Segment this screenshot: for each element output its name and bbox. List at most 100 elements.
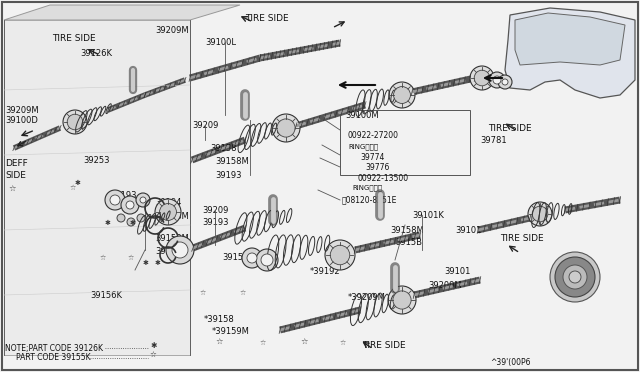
Polygon shape bbox=[4, 20, 190, 355]
Circle shape bbox=[502, 79, 508, 85]
Circle shape bbox=[277, 119, 295, 137]
Text: 39158: 39158 bbox=[210, 144, 237, 153]
Text: PART CODE 39155K: PART CODE 39155K bbox=[16, 353, 91, 362]
Text: 39776: 39776 bbox=[365, 163, 389, 171]
Text: 39209: 39209 bbox=[192, 121, 218, 129]
Text: ☆: ☆ bbox=[340, 340, 346, 346]
Text: *39192: *39192 bbox=[310, 267, 340, 276]
Text: RINGリング: RINGリング bbox=[348, 144, 378, 150]
Text: ☆: ☆ bbox=[215, 338, 223, 347]
Circle shape bbox=[555, 257, 595, 297]
Text: 39101K: 39101K bbox=[412, 211, 444, 219]
Text: TIRE SIDE: TIRE SIDE bbox=[245, 13, 289, 22]
Text: ☆: ☆ bbox=[200, 290, 206, 296]
Circle shape bbox=[67, 114, 83, 130]
Circle shape bbox=[528, 202, 552, 226]
Circle shape bbox=[569, 271, 581, 283]
Circle shape bbox=[388, 286, 416, 314]
Text: 39209M: 39209M bbox=[428, 280, 461, 289]
Circle shape bbox=[550, 252, 600, 302]
Text: ☆: ☆ bbox=[300, 338, 307, 347]
Text: TIRE SIDE: TIRE SIDE bbox=[488, 124, 532, 132]
Text: 39193: 39193 bbox=[215, 170, 241, 180]
Text: RINGリング: RINGリング bbox=[352, 185, 382, 191]
Text: 39100D: 39100D bbox=[5, 115, 38, 125]
Text: 39156K: 39156K bbox=[90, 291, 122, 299]
Text: 39194: 39194 bbox=[155, 198, 181, 206]
Circle shape bbox=[127, 218, 135, 226]
Bar bbox=[340, 110, 470, 175]
Text: 39126K: 39126K bbox=[80, 48, 112, 58]
Circle shape bbox=[159, 203, 177, 221]
Text: ✱: ✱ bbox=[150, 341, 156, 350]
Circle shape bbox=[155, 199, 181, 225]
Circle shape bbox=[498, 75, 512, 89]
Circle shape bbox=[470, 66, 494, 90]
Text: SIDE: SIDE bbox=[5, 170, 26, 180]
Text: DEFF: DEFF bbox=[5, 158, 28, 167]
Text: 39193: 39193 bbox=[110, 190, 136, 199]
Circle shape bbox=[172, 242, 188, 258]
Text: 39158M: 39158M bbox=[390, 225, 424, 234]
Text: 39158M: 39158M bbox=[155, 212, 189, 221]
Text: NOTE;PART CODE 39126K: NOTE;PART CODE 39126K bbox=[5, 343, 103, 353]
Text: 3915B: 3915B bbox=[395, 237, 422, 247]
Text: ✱: ✱ bbox=[75, 180, 81, 186]
Text: TIRE SIDE: TIRE SIDE bbox=[500, 234, 543, 243]
Text: 39158M: 39158M bbox=[215, 157, 249, 166]
Text: ☆: ☆ bbox=[128, 255, 134, 261]
Circle shape bbox=[136, 193, 150, 207]
Text: 39209: 39209 bbox=[202, 205, 228, 215]
Circle shape bbox=[121, 196, 139, 214]
Circle shape bbox=[261, 254, 273, 266]
Text: ☆: ☆ bbox=[260, 340, 266, 346]
Text: 39101: 39101 bbox=[455, 225, 481, 234]
Circle shape bbox=[117, 214, 125, 222]
Text: 39100L: 39100L bbox=[205, 38, 236, 46]
Circle shape bbox=[474, 70, 490, 86]
Text: ☆: ☆ bbox=[8, 185, 15, 194]
Text: ✱: ✱ bbox=[105, 220, 111, 226]
Circle shape bbox=[393, 291, 411, 309]
Circle shape bbox=[272, 114, 300, 142]
Text: ✱: ✱ bbox=[155, 260, 161, 266]
Text: 39253: 39253 bbox=[83, 155, 109, 164]
Text: 39193: 39193 bbox=[202, 218, 228, 227]
Circle shape bbox=[242, 248, 262, 268]
Circle shape bbox=[394, 87, 410, 103]
Circle shape bbox=[140, 197, 146, 203]
Text: *39159M: *39159M bbox=[212, 327, 250, 337]
Circle shape bbox=[166, 236, 194, 264]
Text: TIRE SIDE: TIRE SIDE bbox=[52, 33, 95, 42]
Polygon shape bbox=[4, 5, 240, 20]
Text: 39209M: 39209M bbox=[5, 106, 38, 115]
Text: ✱: ✱ bbox=[130, 220, 136, 226]
Circle shape bbox=[563, 265, 587, 289]
Circle shape bbox=[532, 206, 548, 222]
Circle shape bbox=[110, 195, 120, 205]
Circle shape bbox=[137, 214, 145, 222]
Text: TIRE SIDE: TIRE SIDE bbox=[362, 340, 406, 350]
Text: 39158: 39158 bbox=[155, 247, 182, 257]
Text: ☆: ☆ bbox=[100, 255, 106, 261]
Text: ^39'(00P6: ^39'(00P6 bbox=[490, 357, 531, 366]
Text: 00922-27200: 00922-27200 bbox=[348, 131, 399, 140]
Text: ☆: ☆ bbox=[240, 290, 246, 296]
Polygon shape bbox=[515, 13, 625, 65]
Text: ✱: ✱ bbox=[143, 260, 149, 266]
Text: 39781: 39781 bbox=[480, 135, 507, 144]
Text: 39100M: 39100M bbox=[345, 110, 379, 119]
Circle shape bbox=[256, 249, 278, 271]
Text: 39158M: 39158M bbox=[155, 234, 189, 243]
Circle shape bbox=[389, 82, 415, 108]
Circle shape bbox=[493, 76, 501, 84]
Text: 39101: 39101 bbox=[444, 267, 470, 276]
Text: Ⓑ08120-8351E: Ⓑ08120-8351E bbox=[342, 196, 397, 205]
Circle shape bbox=[247, 253, 257, 263]
Text: *39158: *39158 bbox=[204, 315, 235, 324]
Text: 39774: 39774 bbox=[360, 153, 385, 161]
Circle shape bbox=[126, 201, 134, 209]
Text: ☆: ☆ bbox=[150, 351, 157, 360]
Polygon shape bbox=[505, 8, 635, 98]
Circle shape bbox=[105, 190, 125, 210]
